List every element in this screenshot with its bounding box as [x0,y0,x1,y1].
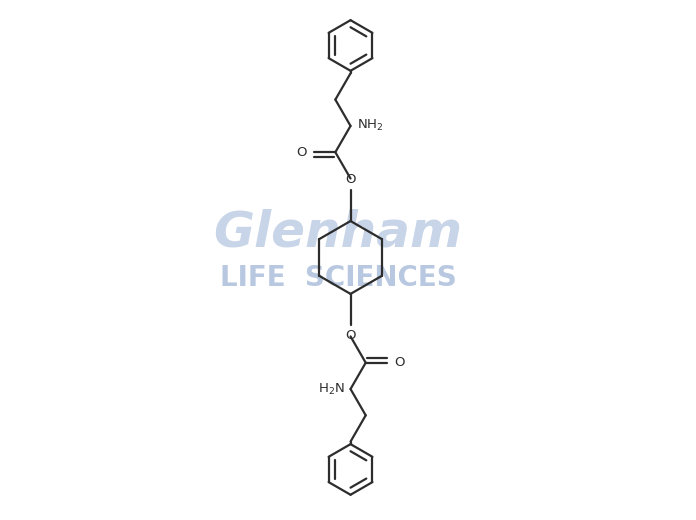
Text: O: O [395,356,405,369]
Text: LIFE  SCIENCES: LIFE SCIENCES [219,264,457,292]
Text: H$_2$N: H$_2$N [317,382,345,397]
Text: Glenham: Glenham [213,208,462,256]
Text: O: O [296,146,306,159]
Text: O: O [345,173,356,186]
Text: O: O [345,329,356,342]
Text: NH$_2$: NH$_2$ [356,119,383,134]
